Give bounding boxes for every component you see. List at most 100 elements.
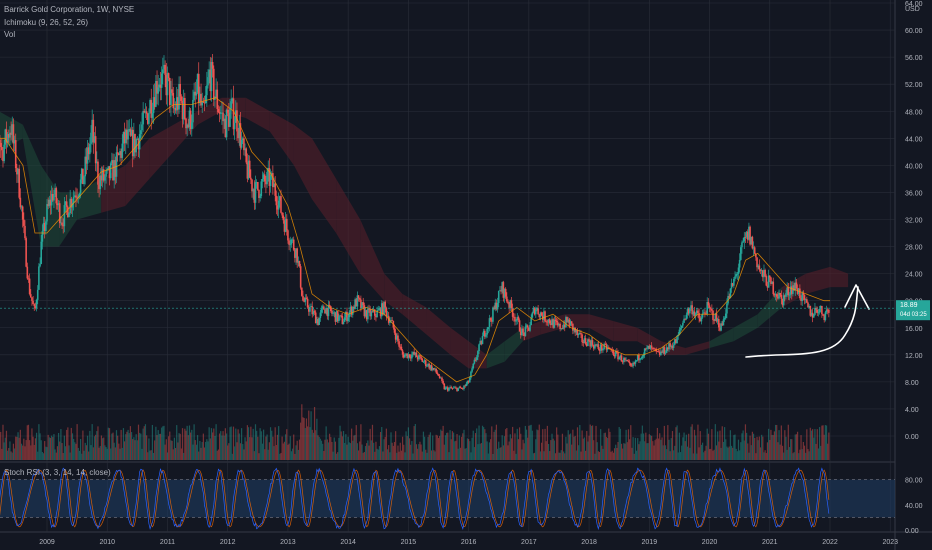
candle-body: [738, 259, 741, 268]
candle-body: [812, 314, 815, 318]
candle-body: [397, 335, 399, 342]
volume-bar: [509, 434, 511, 460]
volume-bar: [787, 424, 789, 460]
candle-body: [175, 97, 178, 111]
volume-bar: [331, 441, 333, 460]
volume-bar: [53, 434, 55, 460]
volume-bar: [378, 446, 381, 460]
volume-bar: [668, 439, 670, 460]
volume-bar: [212, 432, 214, 460]
candle-body: [206, 85, 208, 96]
volume-bar: [345, 434, 347, 460]
candle-body: [129, 129, 132, 136]
candle-body: [582, 342, 585, 344]
candle-body: [598, 348, 601, 351]
volume-bar: [392, 445, 394, 460]
volume-bar: [388, 445, 390, 460]
volume-bar: [356, 443, 359, 460]
candle-body: [115, 152, 118, 177]
candle-body: [360, 299, 362, 309]
volume-bar: [265, 436, 267, 460]
time-tick-label: 2020: [702, 539, 718, 546]
volume-bar: [302, 417, 304, 460]
volume-bar: [765, 453, 767, 460]
volume-bar: [675, 427, 677, 460]
time-tick-label: 2011: [160, 539, 175, 546]
candle-body: [531, 312, 534, 318]
volume-bar: [440, 429, 442, 460]
candle-body: [536, 308, 538, 310]
candle-body: [660, 351, 662, 356]
volume-bar: [556, 427, 558, 460]
volume-bar: [355, 425, 357, 460]
candle-body: [433, 367, 435, 370]
volume-bar: [474, 433, 477, 460]
volume-bar: [683, 432, 685, 460]
volume-bar: [221, 435, 223, 460]
volume-bar: [688, 433, 690, 460]
candle-body: [649, 345, 652, 349]
volume-bar: [329, 433, 331, 460]
candle-body: [657, 351, 660, 353]
candle-body: [112, 160, 114, 181]
candle-body: [792, 285, 794, 294]
candle-body: [122, 132, 125, 144]
volume-bar: [815, 443, 817, 460]
candle-body: [53, 195, 55, 201]
volume-bar: [70, 427, 72, 460]
candle-body: [728, 296, 731, 298]
volume-legend[interactable]: Vol: [4, 30, 16, 39]
candle-body: [384, 301, 387, 308]
ichimoku-legend[interactable]: Ichimoku (9, 26, 52, 26): [4, 18, 89, 27]
candle-body: [785, 293, 787, 297]
candle-body: [730, 283, 733, 289]
volume-bar: [268, 442, 270, 460]
candle-body: [281, 212, 283, 216]
candle-body: [821, 305, 823, 315]
stoch-rsi-legend[interactable]: Stoch RSI (3, 3, 14, 14, close): [4, 468, 111, 477]
volume-bar: [646, 443, 648, 460]
volume-bar: [305, 418, 308, 460]
volume-bar: [399, 442, 401, 460]
volume-bar: [615, 444, 617, 460]
candle-body: [131, 129, 134, 157]
candle-body: [57, 203, 60, 206]
candle-body: [378, 308, 381, 310]
volume-bar: [357, 450, 360, 460]
candle-body: [404, 354, 406, 358]
volume-bar: [235, 428, 237, 460]
candle-body: [292, 239, 295, 250]
candle-body: [272, 173, 274, 188]
candle-body: [350, 306, 353, 315]
price-tick-label: 52.00: [905, 82, 923, 89]
candle-body: [521, 328, 523, 336]
volume-bar: [362, 452, 364, 460]
candle-body: [200, 93, 202, 106]
volume-bar: [656, 427, 659, 460]
candle-body: [671, 346, 674, 348]
volume-bar: [75, 443, 77, 460]
volume-bar: [722, 441, 725, 460]
candle-body: [460, 388, 463, 389]
candle-body: [247, 160, 250, 179]
candle-body: [803, 295, 806, 300]
volume-bar: [304, 428, 306, 460]
volume-bar: [10, 451, 12, 460]
candle-body: [547, 319, 550, 323]
volume-bar: [370, 440, 372, 460]
candle-body: [84, 156, 87, 177]
candle-body: [20, 206, 23, 208]
volume-bar: [799, 449, 801, 460]
candle-body: [398, 341, 400, 347]
volume-bar: [216, 450, 218, 460]
candle-body: [565, 317, 567, 328]
candle-body: [584, 338, 587, 344]
candle-body: [551, 319, 553, 326]
volume-bar: [111, 433, 113, 460]
volume-bar: [283, 441, 286, 460]
candle-body: [647, 345, 649, 348]
volume-bar: [802, 441, 804, 460]
candle-body: [645, 348, 647, 350]
volume-bar: [710, 448, 712, 460]
